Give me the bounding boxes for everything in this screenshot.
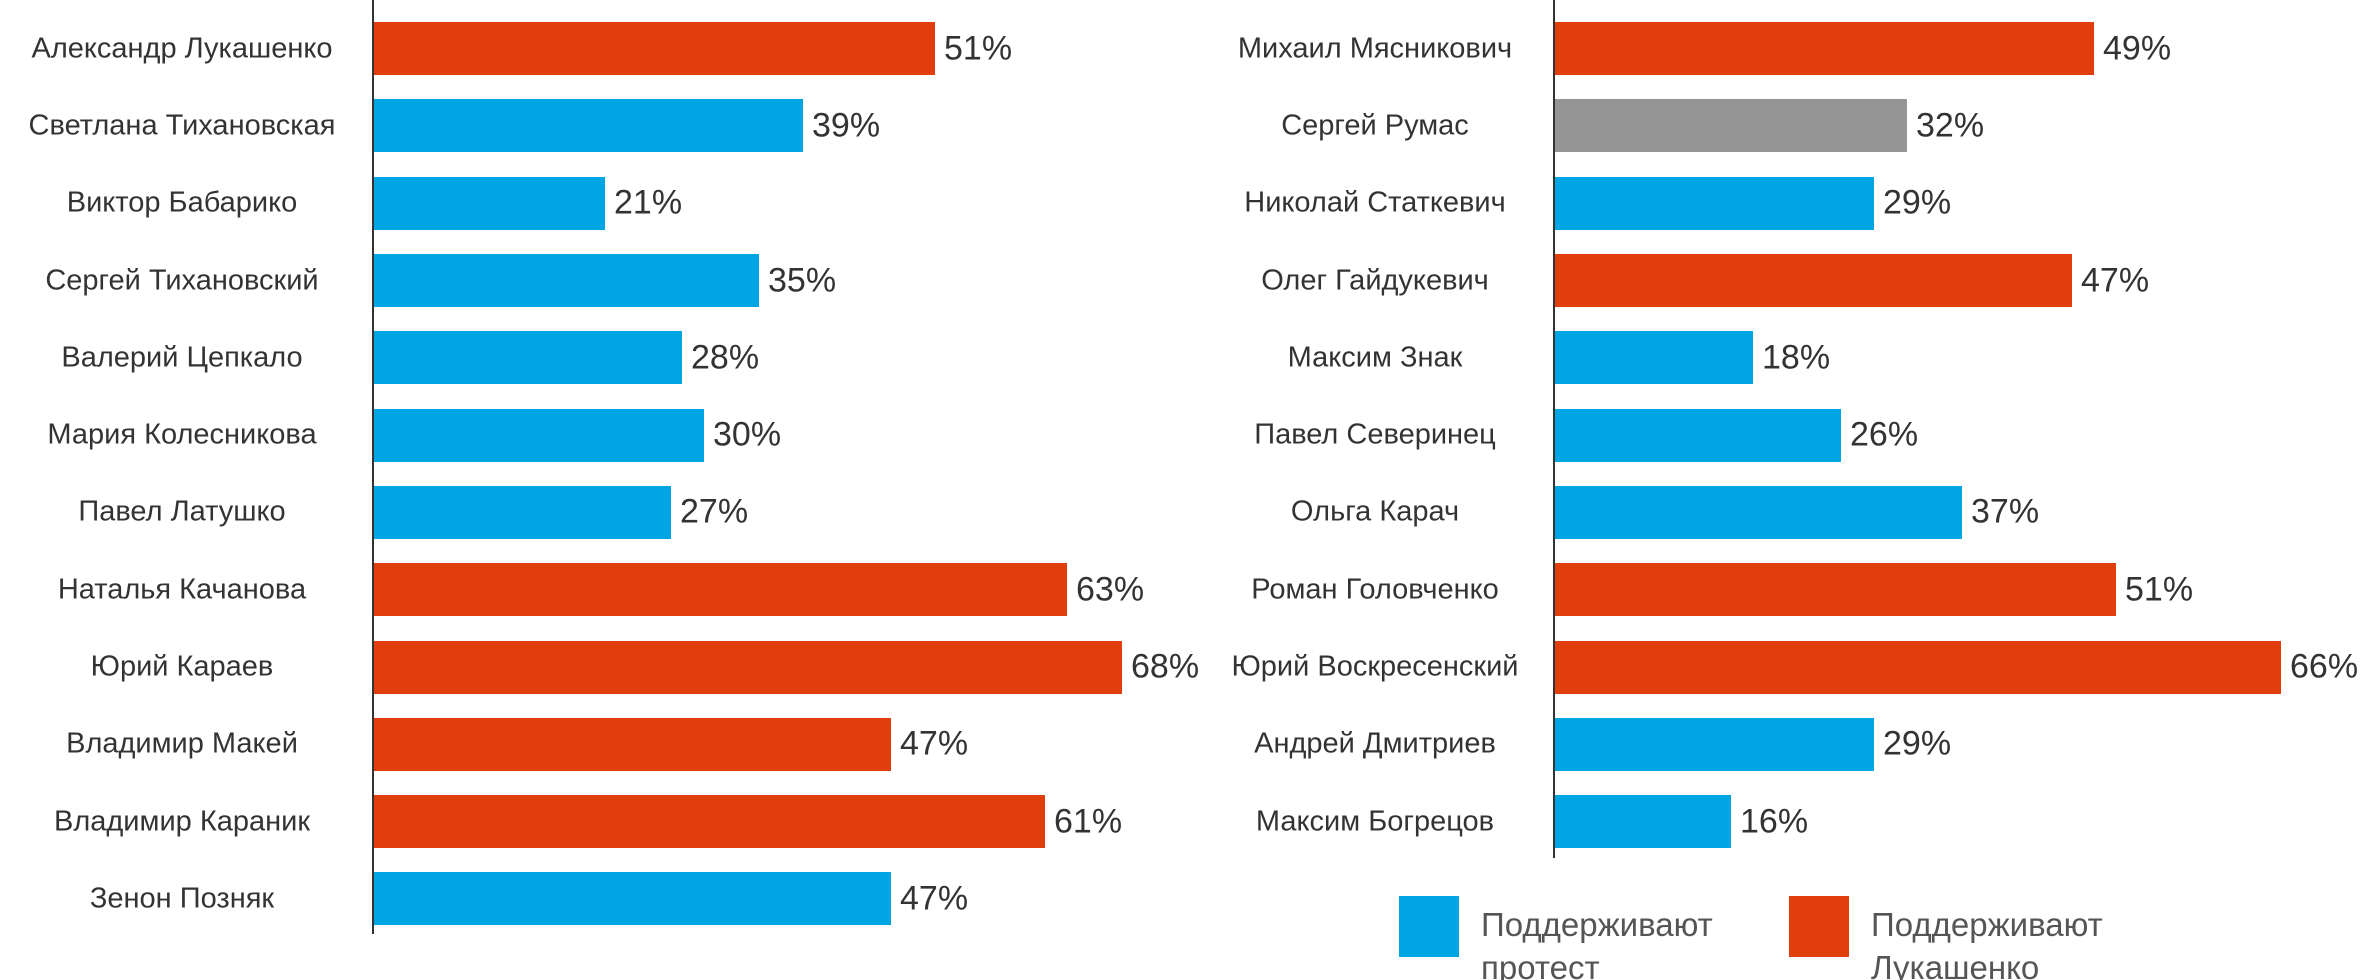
axis-line	[1553, 0, 1555, 858]
value-label: 30%	[713, 415, 782, 454]
legend-label: Поддерживают протест	[1481, 906, 1713, 980]
value-label: 61%	[1054, 802, 1123, 841]
bar	[1555, 99, 1907, 153]
value-label: 51%	[944, 29, 1013, 68]
value-label: 66%	[2290, 647, 2359, 686]
legend-label: Поддерживают Лукашенко	[1871, 906, 2103, 980]
category-label: Светлана Тихановская	[28, 109, 336, 142]
bar	[374, 795, 1045, 849]
category-label: Владимир Караник	[53, 805, 311, 838]
bar	[1555, 22, 2094, 76]
value-label: 47%	[900, 879, 969, 918]
bar	[1555, 331, 1753, 385]
category-label: Максим Знак	[1287, 341, 1463, 374]
bar	[374, 872, 891, 926]
value-label: 16%	[1740, 802, 1809, 841]
category-label: Александр Лукашенко	[31, 32, 333, 65]
value-label: 49%	[2103, 29, 2172, 68]
bar	[374, 99, 803, 153]
category-label: Зенон Позняк	[89, 882, 275, 915]
value-label: 47%	[900, 724, 969, 763]
category-label: Юрий Воскресенский	[1231, 650, 1519, 683]
bar	[1555, 563, 2116, 617]
bar	[374, 640, 1122, 694]
category-label: Юрий Караев	[90, 650, 274, 683]
value-label: 29%	[1883, 724, 1952, 763]
legend-swatch	[1789, 896, 1849, 957]
value-label: 18%	[1762, 338, 1831, 377]
bar	[1555, 485, 1962, 539]
bar	[1555, 254, 2072, 307]
value-label: 37%	[1971, 492, 2040, 531]
value-label: 27%	[680, 492, 749, 531]
bar	[374, 22, 935, 76]
bar	[1555, 176, 1874, 230]
bar	[374, 254, 759, 307]
value-label: 32%	[1916, 106, 1985, 145]
category-label: Олег Гайдукевич	[1261, 264, 1489, 296]
axis-line	[372, 0, 374, 934]
category-label: Ольга Карач	[1290, 495, 1460, 528]
bar	[374, 176, 605, 230]
category-label: Андрей Дмитриев	[1254, 727, 1496, 760]
category-label: Роман Головченко	[1251, 573, 1499, 606]
value-label: 26%	[1850, 415, 1919, 454]
category-label: Максим Богрецов	[1255, 805, 1495, 838]
value-label: 68%	[1131, 647, 1200, 686]
bar	[374, 563, 1067, 617]
category-label: Николай Статкевич	[1244, 186, 1506, 219]
value-label: 47%	[2081, 261, 2150, 299]
category-label: Павел Латушко	[78, 495, 286, 528]
value-label: 21%	[614, 183, 683, 222]
category-label: Виктор Бабарико	[66, 186, 298, 219]
value-label: 35%	[768, 261, 837, 299]
category-label: Сергей Румас	[1281, 109, 1469, 142]
value-label: 51%	[2125, 570, 2194, 609]
bar	[1555, 795, 1731, 849]
bar	[374, 485, 671, 539]
bar	[374, 408, 704, 462]
value-label: 29%	[1883, 183, 1952, 222]
category-label: Валерий Цепкало	[61, 341, 303, 374]
category-label: Сергей Тихановский	[45, 264, 319, 296]
category-label: Наталья Качанова	[57, 573, 307, 606]
bar	[374, 717, 891, 771]
value-label: 39%	[812, 106, 881, 145]
value-label: 63%	[1076, 570, 1145, 609]
category-label: Михаил Мясникович	[1237, 32, 1513, 65]
category-label: Мария Колесникова	[47, 418, 317, 451]
bar	[374, 331, 682, 385]
category-label: Павел Северинец	[1254, 418, 1496, 451]
category-label: Владимир Макей	[66, 727, 298, 760]
value-label: 28%	[691, 338, 760, 377]
bar	[1555, 717, 1874, 771]
bar	[1555, 640, 2281, 694]
legend-swatch	[1399, 896, 1459, 957]
bar	[1555, 408, 1841, 462]
